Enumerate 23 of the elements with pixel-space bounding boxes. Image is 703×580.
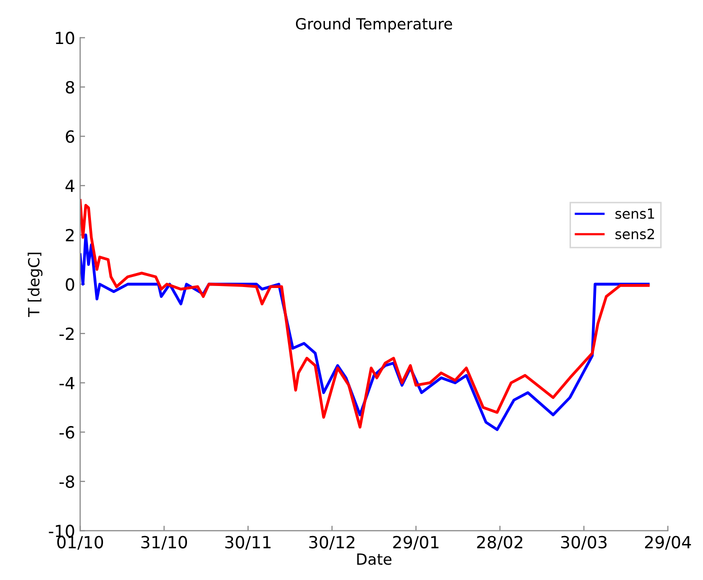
x-tick-label: 30/11 [225, 536, 271, 550]
x-tick-label: 28/02 [477, 536, 522, 550]
x-tick-label: 30/03 [561, 536, 607, 550]
y-tick-label: -4 [59, 376, 74, 390]
y-tick-label: 6 [66, 130, 74, 143]
x-tick-label: 30/12 [309, 536, 354, 550]
chart-title: Ground Temperature [296, 18, 452, 33]
x-tick-label: 01/10 [57, 536, 104, 550]
y-tick-label: -6 [59, 426, 74, 439]
y-tick-label: 4 [65, 180, 74, 192]
y-tick-label: 2 [66, 228, 74, 242]
x-axis-title: Date [357, 554, 392, 565]
x-tick-label: 29/01 [393, 536, 438, 550]
y-tick-label: -8 [59, 475, 74, 488]
y-axis-title: T [degC] [28, 252, 43, 318]
legend-label: sens1 [615, 208, 654, 219]
y-tick-label: 10 [56, 32, 74, 44]
legend-label: sens2 [615, 228, 654, 240]
y-tick-label: 8 [66, 80, 74, 94]
y-tick-label: -2 [59, 327, 74, 340]
x-tick-label: 29/04 [645, 536, 691, 550]
x-tick-label: 31/10 [141, 536, 188, 550]
y-tick-label: 0 [66, 278, 74, 291]
